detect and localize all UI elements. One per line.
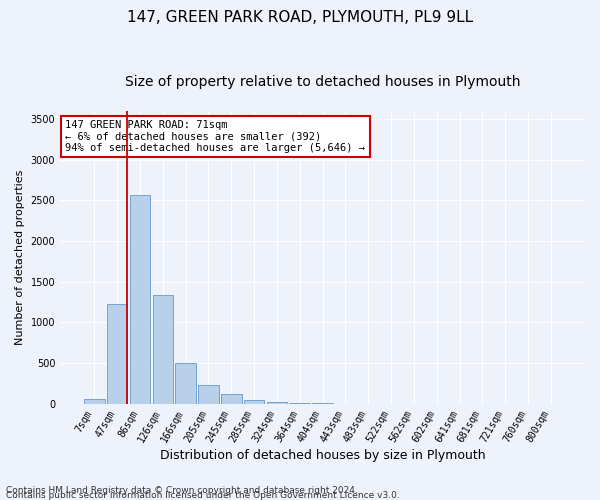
Bar — [107, 304, 127, 404]
Bar — [84, 400, 104, 404]
Text: 147 GREEN PARK ROAD: 71sqm
← 6% of detached houses are smaller (392)
94% of semi: 147 GREEN PARK ROAD: 71sqm ← 6% of detac… — [65, 120, 365, 153]
X-axis label: Distribution of detached houses by size in Plymouth: Distribution of detached houses by size … — [160, 450, 485, 462]
Bar — [130, 194, 150, 404]
Bar — [152, 296, 173, 404]
Title: Size of property relative to detached houses in Plymouth: Size of property relative to detached ho… — [125, 75, 520, 89]
Bar — [244, 400, 265, 404]
Y-axis label: Number of detached properties: Number of detached properties — [15, 170, 25, 345]
Bar — [266, 402, 287, 404]
Bar — [175, 363, 196, 404]
Text: 147, GREEN PARK ROAD, PLYMOUTH, PL9 9LL: 147, GREEN PARK ROAD, PLYMOUTH, PL9 9LL — [127, 10, 473, 25]
Bar — [198, 386, 219, 404]
Text: Contains public sector information licensed under the Open Government Licence v3: Contains public sector information licen… — [6, 490, 400, 500]
Text: Contains HM Land Registry data © Crown copyright and database right 2024.: Contains HM Land Registry data © Crown c… — [6, 486, 358, 495]
Bar — [221, 394, 242, 404]
